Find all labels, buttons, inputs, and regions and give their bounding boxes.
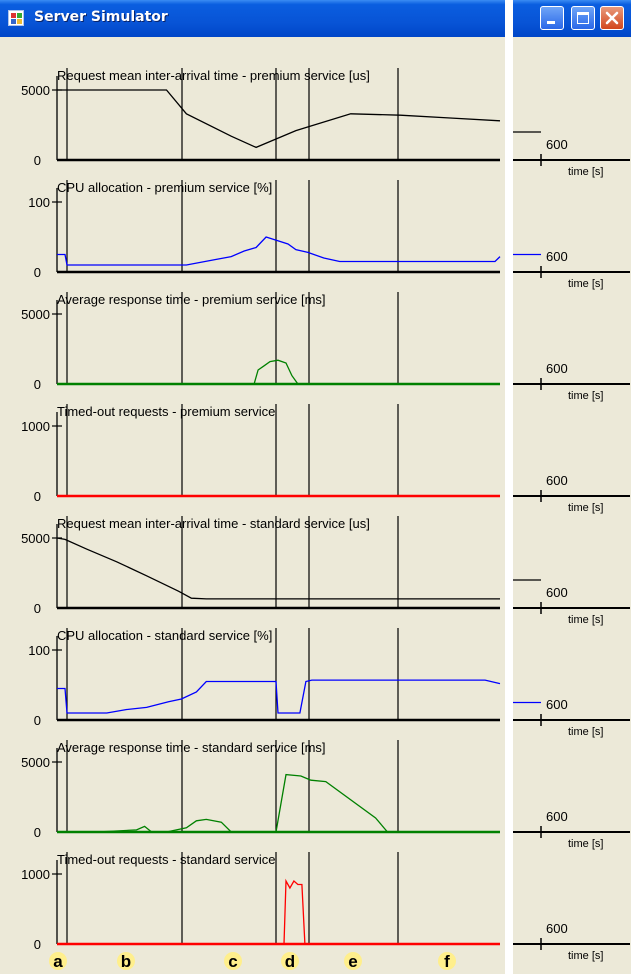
title-bar[interactable]: Server Simulator (0, 0, 631, 37)
x-tick-label: 600 (546, 473, 568, 488)
minimize-button[interactable] (540, 6, 564, 30)
window-title: Server Simulator (34, 9, 168, 25)
y-tick-label: 0 (34, 265, 41, 280)
data-series-line (57, 773, 500, 833)
data-series-line (57, 359, 500, 385)
close-icon (605, 11, 619, 25)
chart-title: Timed-out requests - standard service (57, 852, 275, 867)
data-series-line (57, 89, 501, 149)
chart-title: CPU allocation - premium service [%] (57, 180, 272, 195)
y-tick-label: 0 (34, 601, 41, 616)
y-tick-label: 5000 (21, 83, 50, 98)
data-series-line (57, 679, 501, 714)
phase-letter-bg (344, 952, 362, 970)
y-tick-label: 0 (34, 713, 41, 728)
phase-letter-b: b (121, 952, 131, 971)
chart-panel: 5000 0 Request mean inter-arrival time - s… (21, 516, 630, 626)
chart-title: Timed-out requests - premium service (57, 404, 275, 419)
y-tick-label: 5000 (21, 531, 50, 546)
chart-panel: 5000 0 Average response time - standard se… (21, 740, 630, 850)
chart-title: CPU allocation - standard service [%] (57, 628, 272, 643)
phase-letter-c: c (228, 952, 237, 971)
phase-letter-bg (438, 952, 456, 970)
x-axis-label: time [s] (568, 726, 603, 738)
x-tick-label: 600 (546, 809, 568, 824)
phase-letter-bg (224, 952, 242, 970)
y-tick-label: 100 (28, 195, 50, 210)
phase-letter-e: e (348, 952, 357, 971)
chart-panel: 100 0 CPU allocation - standard service [%… (28, 628, 630, 738)
x-axis-label: time [s] (568, 390, 603, 402)
maximize-icon (577, 12, 589, 24)
x-tick-label: 600 (546, 137, 568, 152)
x-tick-label: 600 (546, 585, 568, 600)
x-tick-label: 600 (546, 921, 568, 936)
data-series-line (56, 537, 500, 600)
phase-letter-bg (281, 952, 299, 970)
y-tick-label: 1000 (21, 419, 50, 434)
y-tick-label: 0 (34, 377, 41, 392)
phase-letter-bg (117, 952, 135, 970)
maximize-button[interactable] (571, 6, 595, 30)
x-axis-label: time [s] (568, 838, 603, 850)
chart-title: Request mean inter-arrival time - standa… (57, 516, 370, 531)
charts-canvas: 5000 0 Request mean inter-arrival time - p… (21, 68, 630, 971)
y-tick-label: 100 (28, 643, 50, 658)
x-axis-label: time [s] (568, 166, 603, 178)
x-axis-label: time [s] (568, 278, 603, 290)
x-tick-label: 600 (546, 697, 568, 712)
y-tick-label: 0 (34, 825, 41, 840)
data-series-line (57, 236, 501, 266)
phase-letter-a: a (53, 952, 63, 971)
y-tick-label: 0 (34, 937, 41, 952)
chart-title: Average response time - premium service … (57, 292, 326, 307)
y-tick-label: 0 (34, 153, 41, 168)
y-tick-label: 5000 (21, 755, 50, 770)
x-axis-label: time [s] (568, 614, 603, 626)
y-tick-label: 5000 (21, 307, 50, 322)
x-axis-label: time [s] (568, 950, 603, 962)
phase-letter-bg (49, 952, 67, 970)
chart-title: Request mean inter-arrival time - premiu… (57, 68, 370, 83)
phase-letter-d: d (285, 952, 295, 971)
chart-panel: 100 0 CPU allocation - premium service [%]… (28, 180, 630, 290)
window-gap (505, 0, 513, 974)
data-series-line (57, 878, 500, 945)
app-icon[interactable] (8, 10, 24, 26)
close-button[interactable] (600, 6, 624, 30)
x-tick-label: 600 (546, 361, 568, 376)
phase-letters: a b c d e f (49, 952, 456, 971)
y-tick-label: 0 (34, 489, 41, 504)
chart-panel: 1000 0 Timed-out requests - standard servi… (21, 852, 630, 962)
chart-title: Average response time - standard service… (57, 740, 326, 755)
phase-letter-f: f (444, 952, 450, 971)
chart-panel: 1000 0 Timed-out requests - premium servic… (21, 404, 630, 514)
x-tick-label: 600 (546, 249, 568, 264)
y-tick-label: 1000 (21, 867, 50, 882)
x-axis-label: time [s] (568, 502, 603, 514)
chart-panel: 5000 0 Request mean inter-arrival time - p… (21, 68, 630, 178)
chart-panel: 5000 0 Average response time - premium ser… (21, 292, 630, 402)
minimize-icon (547, 21, 555, 24)
